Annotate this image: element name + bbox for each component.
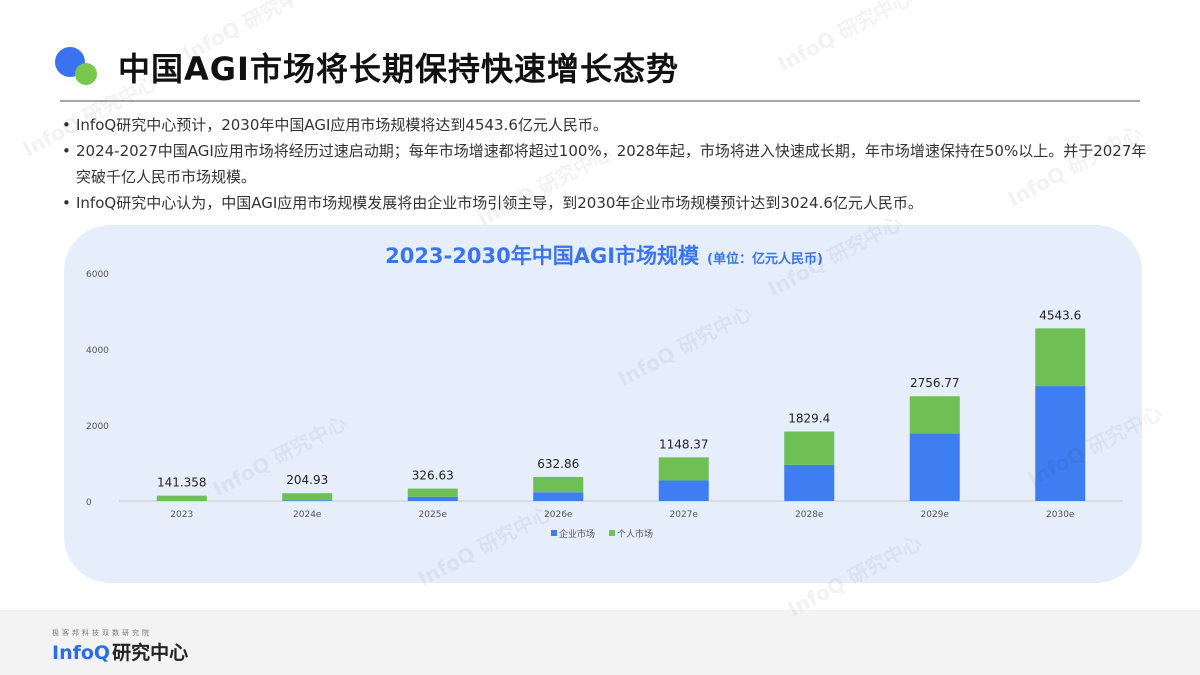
bullet-item: InfoQ研究中心认为，中国AGI应用市场规模发展将由企业市场引领主导，到203…: [62, 190, 1152, 216]
footer: 极客邦科技双数研究院 InfoQ 研究中心: [0, 610, 1200, 675]
chart-subtitle: (单位：亿元人民币): [707, 251, 823, 267]
x-tick-label: 2023: [170, 510, 193, 520]
bar-total-label: 204.93: [286, 473, 328, 487]
x-tick-label: 2027e: [670, 510, 699, 520]
bar-enterprise: [533, 492, 584, 501]
y-tick-label: 0: [86, 498, 92, 508]
bar-total-label: 632.86: [537, 457, 579, 471]
bar-enterprise: [784, 464, 835, 501]
x-tick-label: 2024e: [293, 510, 322, 520]
chart-title-main: 2023-2030年中国AGI市场规模: [385, 244, 700, 268]
bar-total-label: 4543.6: [1039, 308, 1081, 322]
legend-label-personal: 个人市场: [617, 528, 653, 540]
bar-enterprise: [1035, 386, 1086, 501]
bar-enterprise: [909, 433, 960, 501]
bar-personal: [156, 495, 207, 501]
bar-total-label: 1829.4: [788, 411, 830, 425]
footer-brand-cn: 研究中心: [112, 642, 189, 664]
market-size-chart: 2023-2030年中国AGI市场规模 (单位：亿元人民币) 0 2000 4000 60…: [86, 244, 1123, 540]
bullet-item: InfoQ研究中心预计，2030年中国AGI应用市场规模将达到4543.6亿元人…: [62, 112, 1152, 138]
title-divider: [60, 100, 1140, 102]
bar-total-label: 1148.37: [659, 437, 709, 451]
logo-dots: [55, 45, 105, 90]
bar-personal: [658, 457, 709, 481]
bar-personal: [909, 396, 960, 434]
legend-swatch-personal: [609, 530, 615, 536]
x-tick-label: 2029e: [921, 510, 950, 520]
bar-enterprise: [658, 480, 709, 501]
x-tick-label: 2026e: [544, 510, 573, 520]
bar-personal: [282, 493, 333, 501]
chart-title: 2023-2030年中国AGI市场规模 (单位：亿元人民币): [385, 244, 823, 268]
bar-enterprise: [407, 496, 458, 501]
y-tick-label: 2000: [86, 422, 109, 432]
bullet-list: InfoQ研究中心预计，2030年中国AGI应用市场规模将达到4543.6亿元人…: [62, 112, 1152, 216]
bullet-item: 2024-2027中国AGI应用市场将经历过速启动期；每年市场增速都将超过100…: [62, 138, 1152, 190]
bar-personal: [533, 476, 584, 493]
y-tick-label: 6000: [86, 270, 109, 280]
bar-total-label: 141.358: [157, 476, 207, 490]
bar-personal: [784, 431, 835, 465]
footer-brand: InfoQ: [52, 642, 111, 664]
bar-personal: [407, 488, 458, 497]
x-tick-label: 2025e: [419, 510, 448, 520]
x-tick-label: 2030e: [1046, 510, 1075, 520]
green-dot-icon: [75, 63, 97, 85]
footer-tagline: 极客邦科技双数研究院: [52, 629, 152, 637]
bar-enterprise: [282, 500, 333, 501]
legend-label-enterprise: 企业市场: [559, 528, 595, 540]
watermark-logo: InfoQ 研究中心: [773, 0, 916, 77]
bar-personal: [1035, 328, 1086, 387]
chart-panel: 2023-2030年中国AGI市场规模 (单位：亿元人民币) 0 2000 4000 60…: [64, 225, 1142, 583]
bar-total-label: 326.63: [412, 469, 454, 483]
footer-logo: InfoQ 研究中心: [52, 638, 188, 665]
page-title: 中国AGI市场将长期保持快速增长态势: [118, 50, 679, 88]
x-tick-label: 2028e: [795, 510, 824, 520]
legend-swatch-enterprise: [551, 530, 557, 536]
bar-total-label: 2756.77: [910, 376, 960, 390]
y-tick-label: 4000: [86, 346, 109, 356]
